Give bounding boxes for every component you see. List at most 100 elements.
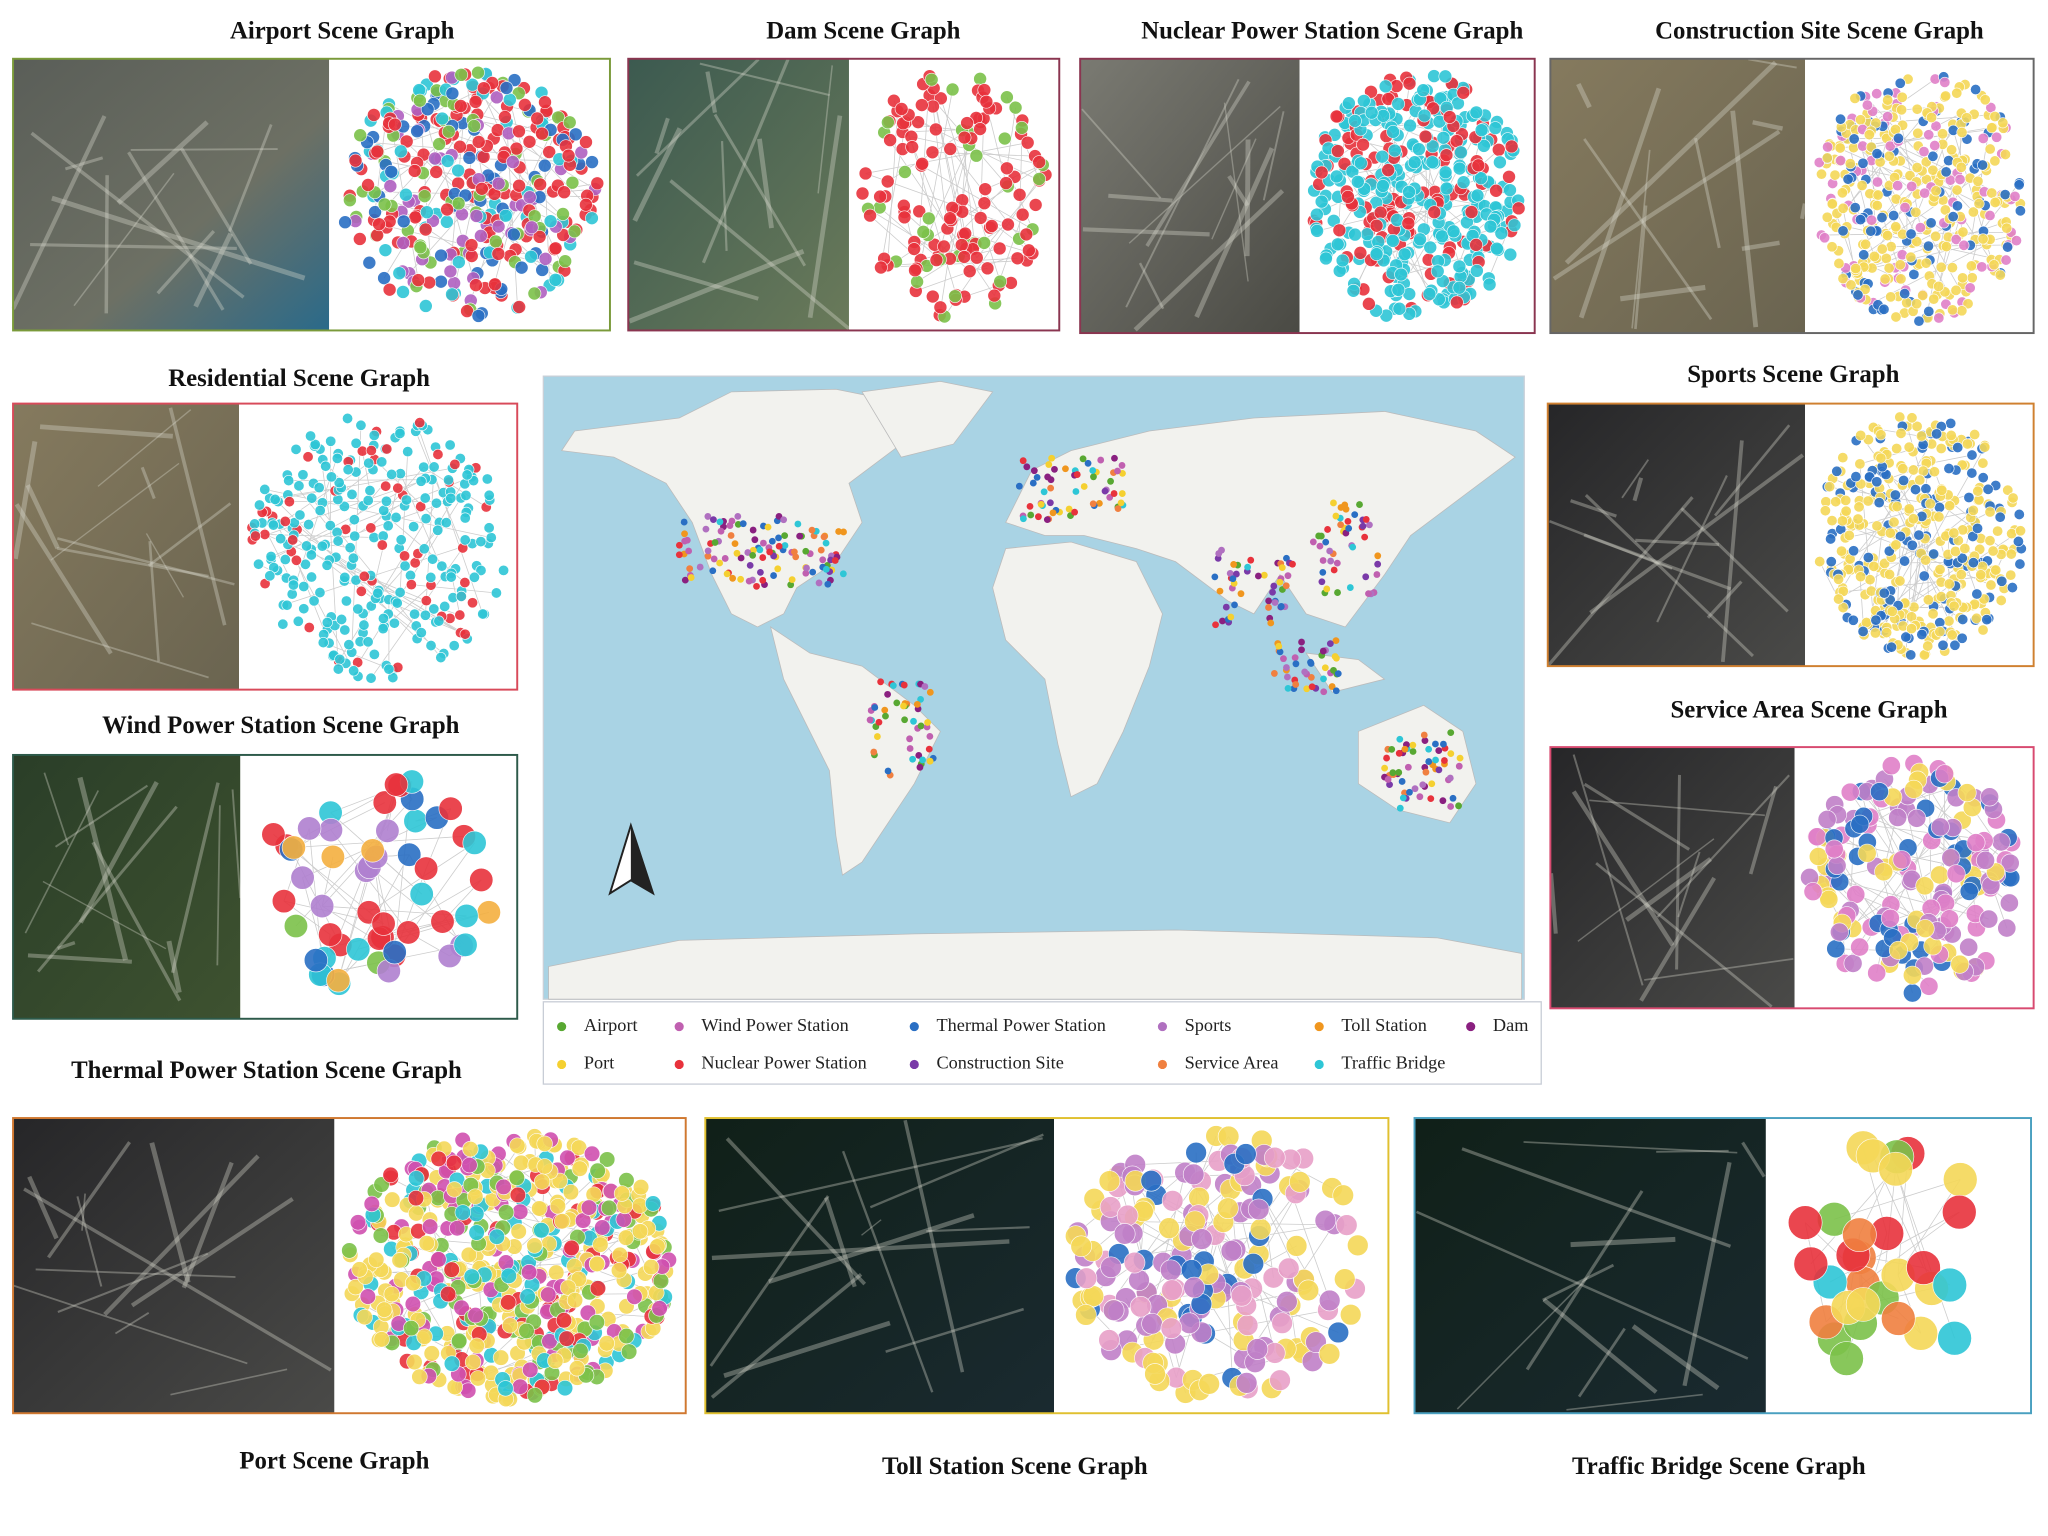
graph-edge <box>338 503 437 662</box>
map-point <box>1374 560 1382 568</box>
graph-node <box>522 134 537 149</box>
graph-node <box>1954 173 1966 186</box>
map-point <box>1090 473 1097 481</box>
map-point <box>926 757 934 765</box>
graph-node <box>1436 130 1451 145</box>
graph-node <box>1911 162 1923 174</box>
graph-node <box>1830 496 1842 508</box>
graph-node <box>1397 247 1412 262</box>
graph-node <box>556 207 570 221</box>
graph-edge <box>865 142 1028 174</box>
graph-node <box>409 608 421 620</box>
graph-node <box>336 613 348 625</box>
graph-node <box>468 1224 485 1241</box>
map-point <box>1284 673 1291 681</box>
map-point <box>1117 499 1125 507</box>
graph-node <box>1950 284 1962 296</box>
graph-node <box>863 208 877 223</box>
map-point <box>775 534 782 542</box>
graph-node <box>1418 129 1433 144</box>
map-point <box>1334 670 1342 678</box>
graph-node <box>414 417 426 429</box>
graph-node <box>1327 1321 1350 1344</box>
panel-border <box>12 57 611 332</box>
graph-node <box>249 530 262 542</box>
image-feature <box>25 484 60 550</box>
graph-node <box>1855 429 1867 441</box>
image-feature <box>1145 80 1251 247</box>
map-point <box>1049 509 1057 517</box>
graph-node <box>1330 237 1345 252</box>
map-point <box>1244 563 1252 571</box>
graph-node <box>1902 965 1922 985</box>
graph-node <box>393 144 408 159</box>
map-point <box>1227 613 1235 621</box>
graph-node <box>1919 187 1931 199</box>
graph-node <box>481 473 493 485</box>
graph-node <box>297 816 322 841</box>
map-point <box>1427 795 1435 803</box>
graph-node <box>1014 120 1029 135</box>
graph-node <box>418 1235 435 1252</box>
graph-node <box>488 1228 505 1245</box>
graph-node <box>969 148 984 163</box>
map-point <box>760 539 767 547</box>
graph-node <box>1503 247 1518 262</box>
graph-node <box>1235 1143 1257 1165</box>
graph-node <box>310 893 335 919</box>
graph-node <box>1884 140 1896 152</box>
graph-node <box>1917 289 1929 302</box>
graph-node <box>1001 217 1015 232</box>
graph-node <box>1843 953 1863 973</box>
graph-node <box>561 148 576 163</box>
image-feature <box>12 440 38 560</box>
graph-node <box>297 469 309 481</box>
graph-node <box>498 208 513 223</box>
satellite-image <box>1080 58 1300 334</box>
graph-node <box>1456 85 1471 100</box>
graph-node <box>334 653 346 665</box>
graph-node <box>368 205 382 219</box>
graph-node <box>1895 427 1907 439</box>
map-point <box>1420 731 1428 739</box>
map-point <box>1222 603 1230 611</box>
map-point <box>882 712 889 720</box>
graph-node <box>360 838 385 863</box>
map-point <box>1043 516 1051 524</box>
graph-node <box>298 580 310 593</box>
graph-node <box>443 1261 460 1278</box>
map-point <box>764 523 772 531</box>
image-feature <box>1244 139 1251 257</box>
legend-label: Sports <box>1185 1015 1232 1035</box>
image-feature <box>1081 108 1162 199</box>
map-point <box>1399 794 1407 802</box>
graph-node <box>500 1294 517 1311</box>
graph-node <box>1966 467 1978 479</box>
graph-node <box>443 1355 461 1372</box>
graph-node <box>531 1200 548 1217</box>
graph-node <box>378 243 393 258</box>
graph-node <box>1940 241 1952 253</box>
graph-node <box>916 224 931 239</box>
graph-node <box>1952 441 1964 454</box>
graph-node <box>1182 1163 1205 1186</box>
graph-node <box>408 521 420 533</box>
graph-node <box>376 456 388 468</box>
graph-node <box>292 615 304 627</box>
graph-node <box>1883 150 1895 162</box>
graph-node <box>997 131 1012 146</box>
graph-node <box>491 246 506 261</box>
map-point <box>1230 561 1238 568</box>
graph-node <box>583 1145 601 1162</box>
graph-node <box>1888 209 1900 222</box>
graph-node <box>459 534 471 546</box>
graph-node <box>409 881 434 907</box>
graph-node <box>372 587 384 599</box>
graph-node <box>372 217 386 232</box>
graph-node <box>1807 827 1827 847</box>
graph-node <box>1144 1363 1166 1385</box>
graph-node <box>1914 474 1926 486</box>
panel-title: Thermal Power Station Scene Graph <box>71 1057 462 1084</box>
image-feature <box>705 71 718 113</box>
graph-node <box>252 558 265 570</box>
